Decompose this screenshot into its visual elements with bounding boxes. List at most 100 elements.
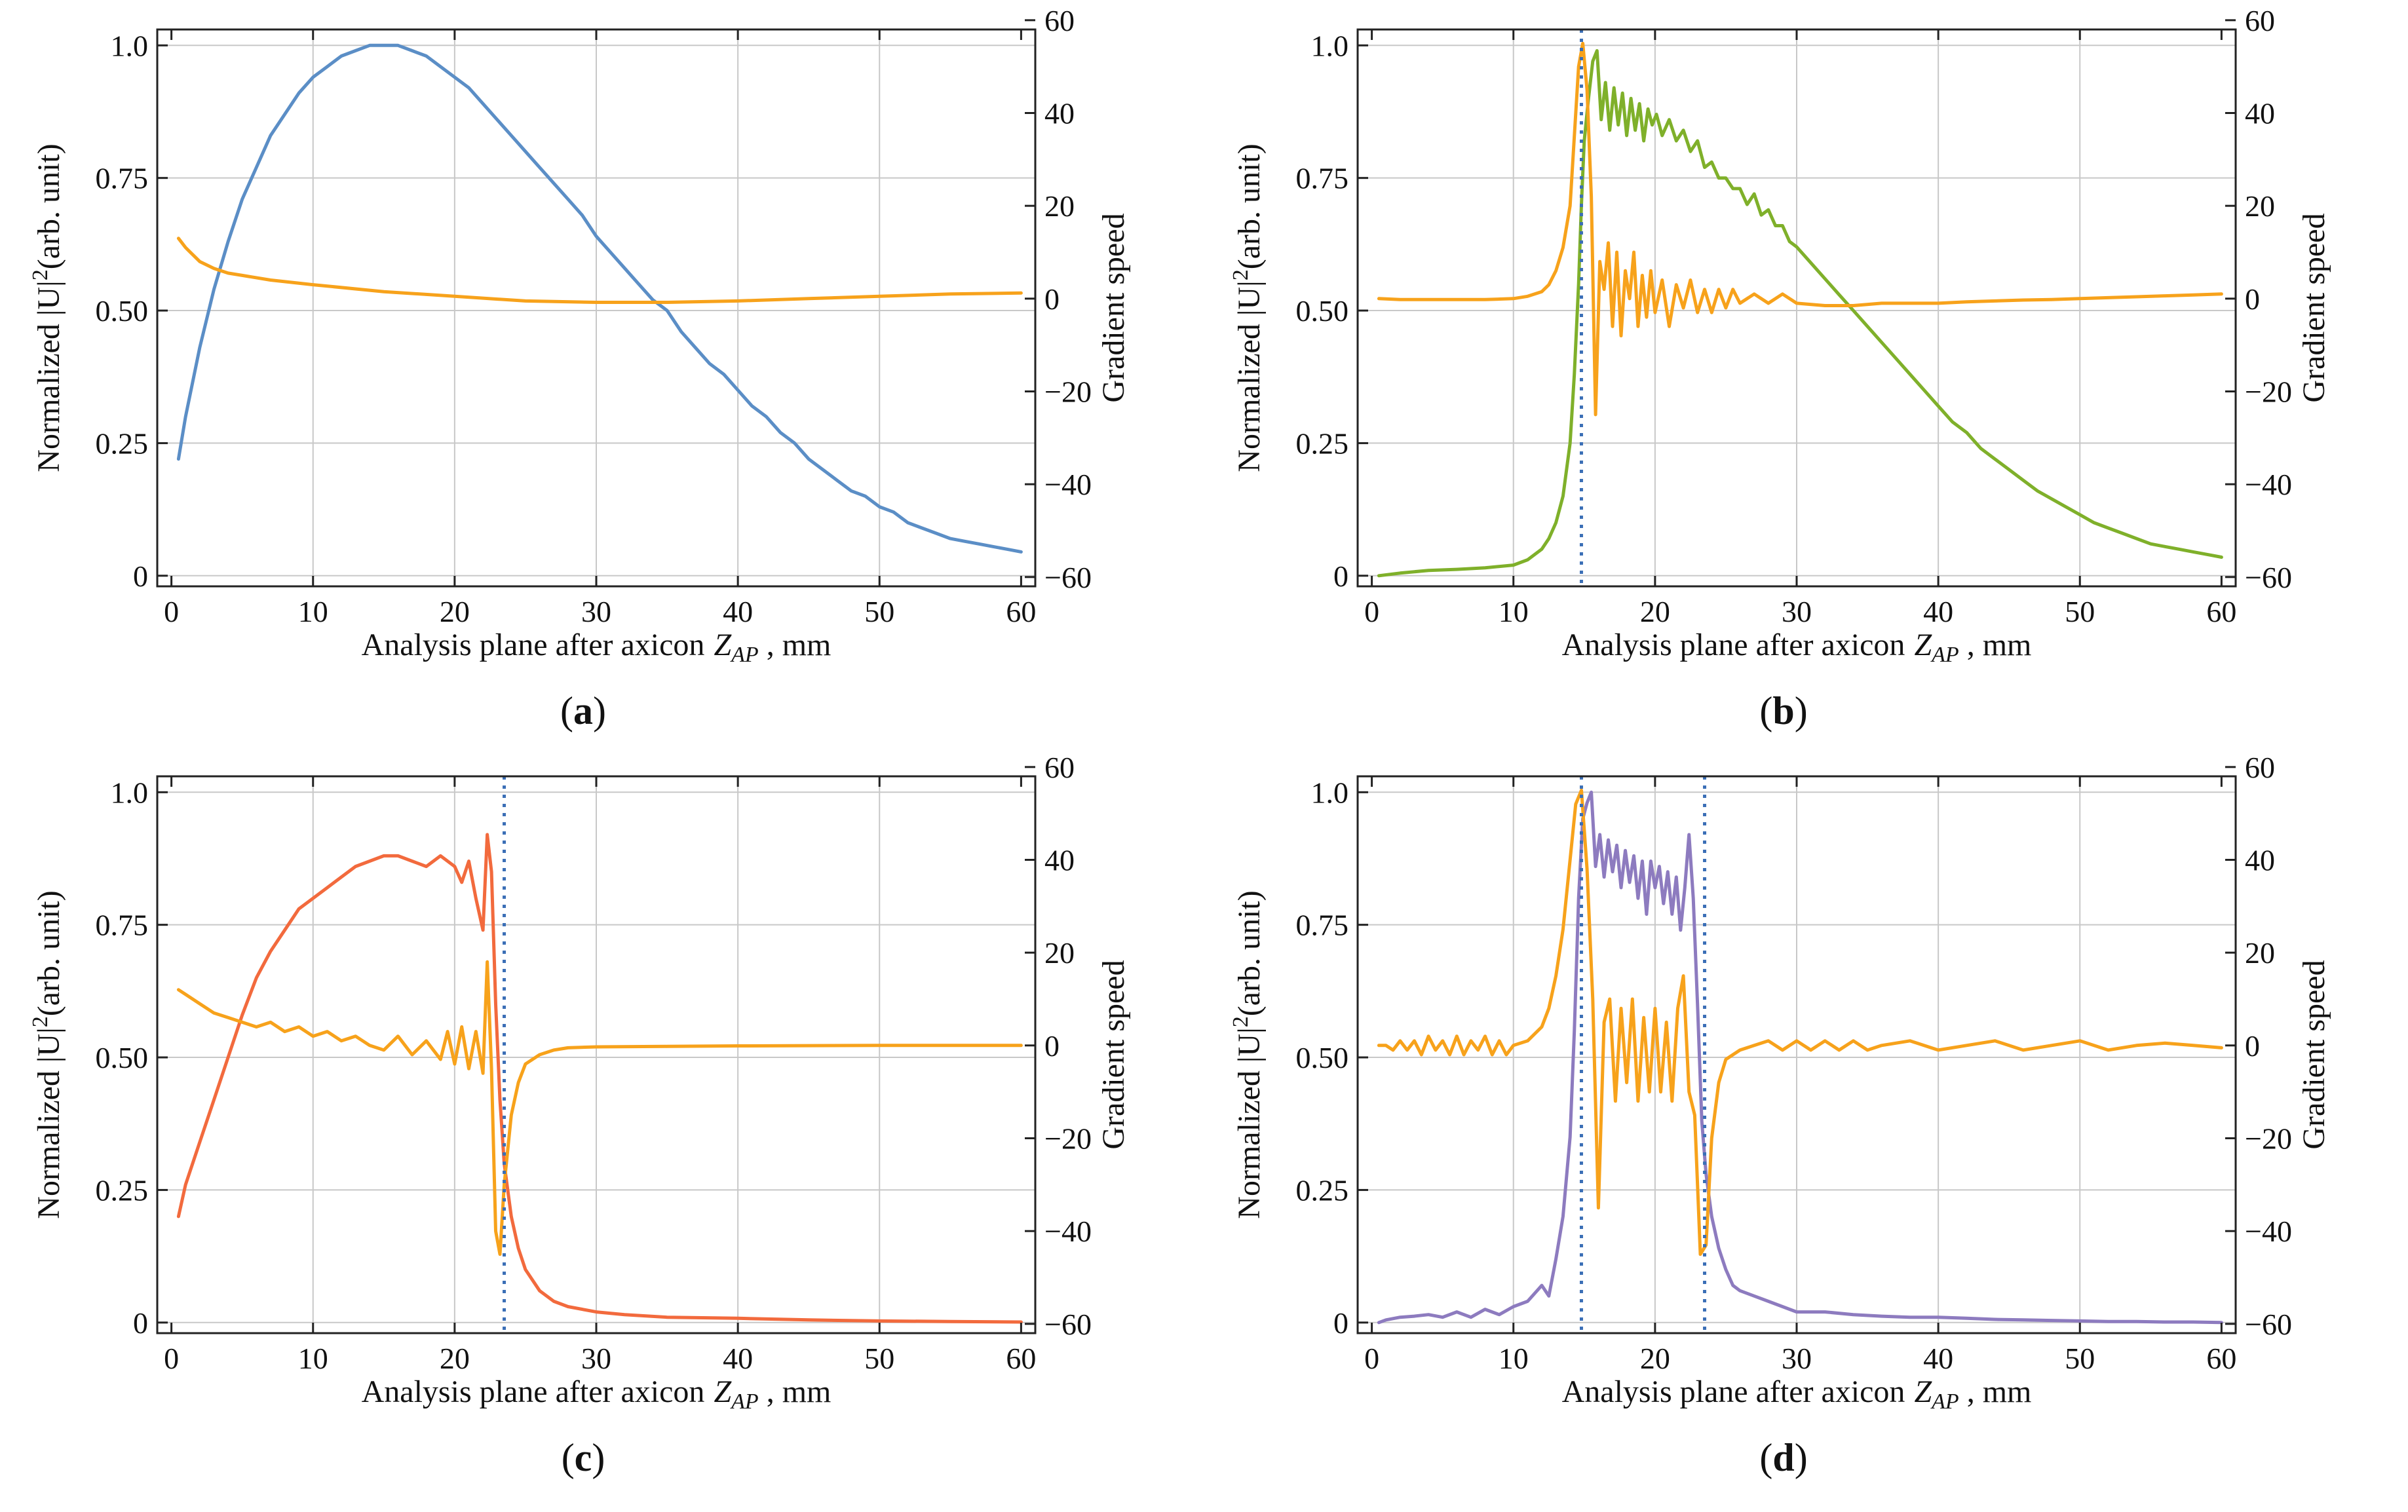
panel-caption-close: ): [1795, 1436, 1808, 1479]
x-tick-label: 20: [440, 595, 470, 628]
y-tick-label: 0.50: [96, 1041, 149, 1074]
y-axis-label-d: Normalized |U|2(arb. unit): [1229, 890, 1267, 1219]
x-tick-label: 20: [1640, 595, 1670, 628]
y2-tick-label: 20: [1044, 189, 1075, 223]
intensity-line-a: [176, 43, 1023, 554]
y-tick-label: 0: [133, 559, 148, 593]
x-axis-label-subscript: AP: [730, 1389, 759, 1414]
x-tick-label: 30: [1782, 1342, 1812, 1375]
x-tick-label: 30: [581, 1342, 611, 1375]
y2-tick-label: 20: [2245, 936, 2275, 970]
panel-caption-close: ): [592, 1436, 605, 1479]
y-tick-label: 0.75: [1296, 909, 1349, 942]
y2-tick-label: 0: [1044, 282, 1060, 316]
y2-tick-label: 40: [2245, 97, 2275, 130]
y-axis-label-a: Normalized |U|2(arb. unit): [28, 143, 66, 472]
y2-axis-label-c: Gradient speed: [1096, 960, 1131, 1149]
x-axis-label-symbol: Z: [714, 1374, 732, 1409]
y2-tick-label: −40: [2245, 468, 2292, 501]
x-tick-label: 60: [1006, 595, 1036, 628]
x-tick-label: 10: [298, 595, 328, 628]
y-tick-label: 0: [1333, 1306, 1348, 1340]
panel-caption-letter: d: [1772, 1436, 1794, 1479]
x-axis-label-text: Analysis plane after axicon: [1562, 628, 1905, 662]
y-axis-label-sup: 2: [28, 269, 52, 280]
panel-caption-letter: c: [575, 1436, 592, 1479]
y2-tick-label: −40: [2245, 1215, 2292, 1248]
y-axis-label-sup: 2: [1229, 269, 1253, 280]
x-tick-label: 40: [1923, 595, 1953, 628]
x-axis-label-unit: , mm: [759, 628, 831, 662]
y2-tick-label: 60: [2245, 751, 2275, 784]
x-tick-label: 20: [1640, 1342, 1670, 1375]
panel-caption-b: (b): [1759, 689, 1807, 732]
y-tick-label: 0.50: [96, 294, 149, 328]
y-tick-label: 0.75: [96, 909, 149, 942]
panel-caption-open: (: [1759, 1436, 1772, 1479]
y2-tick-label: 0: [2245, 1029, 2260, 1063]
x-tick-label: 20: [440, 1342, 470, 1375]
x-axis-label-symbol: Z: [1914, 1374, 1932, 1409]
x-tick-label: 50: [864, 595, 894, 628]
x-tick-label: 60: [1006, 1342, 1036, 1375]
panel-caption-letter: b: [1772, 689, 1794, 732]
y-tick-label: 0.25: [1296, 1173, 1349, 1207]
x-tick-label: 50: [2065, 595, 2095, 628]
x-axis-label-b: Analysis plane after axicon ZAP , mm: [1562, 628, 2032, 667]
y-axis-label-text: Normalized |U|: [31, 1027, 66, 1219]
x-tick-label: 30: [1782, 595, 1812, 628]
x-axis-label-text: Analysis plane after axicon: [362, 1374, 705, 1409]
gradient-speed-line-a: [176, 236, 1023, 304]
x-tick-label: 50: [864, 1342, 894, 1375]
y2-axis-label-d: Gradient speed: [2297, 960, 2331, 1149]
panel-caption-close: ): [593, 689, 606, 732]
x-axis-label-unit: , mm: [1959, 1374, 2032, 1409]
y-axis-label-c: Normalized |U|2(arb. unit): [28, 890, 66, 1219]
y-axis-label-b: Normalized |U|2(arb. unit): [1229, 143, 1267, 472]
y-tick-label: 1.0: [1311, 29, 1349, 62]
chart-panel-d: 0 10 20 30 40 50 60 0 0.25 0.50 0.75 1.0 −60 −40 −20 0 2…: [1229, 751, 2331, 1479]
x-axis-label-d: Analysis plane after axicon ZAP , mm: [1562, 1374, 2032, 1414]
x-axis-label-subscript: AP: [1930, 1389, 1959, 1414]
y-tick-label: 0.25: [96, 426, 149, 460]
x-tick-label: 30: [581, 595, 611, 628]
panel-caption-open: (: [562, 1436, 575, 1479]
x-axis-label-unit: , mm: [1959, 628, 2032, 662]
panel-caption-close: ): [1795, 689, 1808, 732]
y-axis-label-text: Normalized |U|: [1232, 1027, 1267, 1219]
x-axis-label-unit: , mm: [759, 1374, 831, 1409]
panel-caption-d: (d): [1759, 1436, 1807, 1479]
x-tick-label: 0: [164, 595, 179, 628]
y2-tick-label: 40: [1044, 97, 1075, 130]
x-axis-label-subscript: AP: [730, 643, 759, 667]
x-axis-label-text: Analysis plane after axicon: [1562, 1374, 1905, 1409]
y2-tick-label: −60: [1044, 561, 1092, 594]
y2-tick-label: 60: [2245, 4, 2275, 37]
x-tick-label: 10: [1499, 595, 1529, 628]
y-tick-label: 0.75: [96, 162, 149, 195]
y-tick-label: 0.50: [1296, 1041, 1349, 1074]
y-tick-label: 0.75: [1296, 162, 1349, 195]
y-tick-label: 1.0: [111, 29, 149, 62]
y-tick-label: 0.25: [1296, 426, 1349, 460]
y-axis-label-unit: (arb. unit): [31, 890, 66, 1016]
gradient-speed-line-c: [176, 960, 1023, 1257]
y-axis-label-sup: 2: [28, 1016, 52, 1027]
y-tick-label: 0: [1333, 559, 1348, 593]
y2-tick-label: −60: [2245, 1308, 2292, 1341]
y2-tick-label: 40: [2245, 844, 2275, 877]
y2-tick-label: 60: [1044, 4, 1075, 37]
y-tick-label: 0.25: [96, 1173, 149, 1207]
x-tick-label: 50: [2065, 1342, 2095, 1375]
y2-tick-label: 0: [1044, 1029, 1060, 1063]
y2-tick-label: 20: [2245, 189, 2275, 223]
y-axis-label-sup: 2: [1229, 1016, 1253, 1027]
y2-tick-label: −40: [1044, 468, 1092, 501]
x-tick-label: 0: [164, 1342, 179, 1375]
y-axis-label-text: Normalized |U|: [31, 280, 66, 472]
chart-panel-c: 0 10 20 30 40 50 60 0 0.25 0.50 0.75 1.0 −60 −40 −20 0 2…: [28, 751, 1131, 1479]
y-tick-label: 1.0: [1311, 776, 1349, 809]
gradient-speed-line-d: [1377, 788, 2223, 1257]
y-tick-label: 0: [133, 1306, 148, 1340]
